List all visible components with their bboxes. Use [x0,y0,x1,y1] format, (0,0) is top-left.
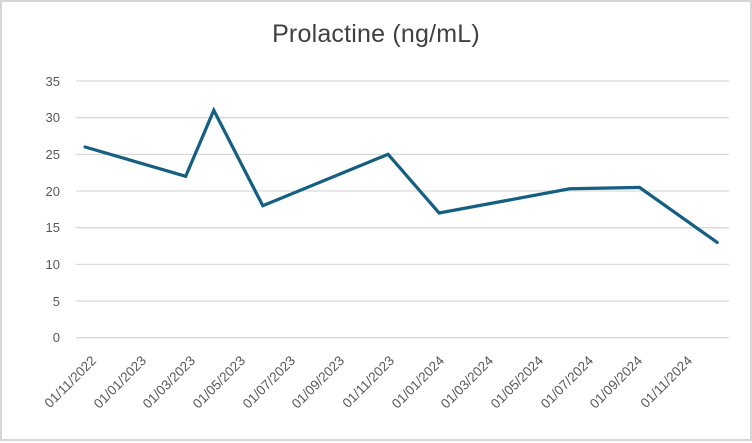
y-axis-tick-label: 20 [45,183,60,199]
y-axis-tick-label: 25 [45,146,60,162]
prolactine-line-series [83,106,719,245]
y-axis-tick-label: 35 [45,73,60,89]
y-axis-tick-label: 0 [52,330,60,346]
y-axis-tick-label: 30 [45,110,60,126]
y-axis-tick-label: 15 [45,220,60,236]
chart-title: Prolactine (ng/mL) [272,20,480,48]
y-axis-tick-label: 5 [52,293,60,309]
y-axis-tick-label: 10 [45,256,60,272]
